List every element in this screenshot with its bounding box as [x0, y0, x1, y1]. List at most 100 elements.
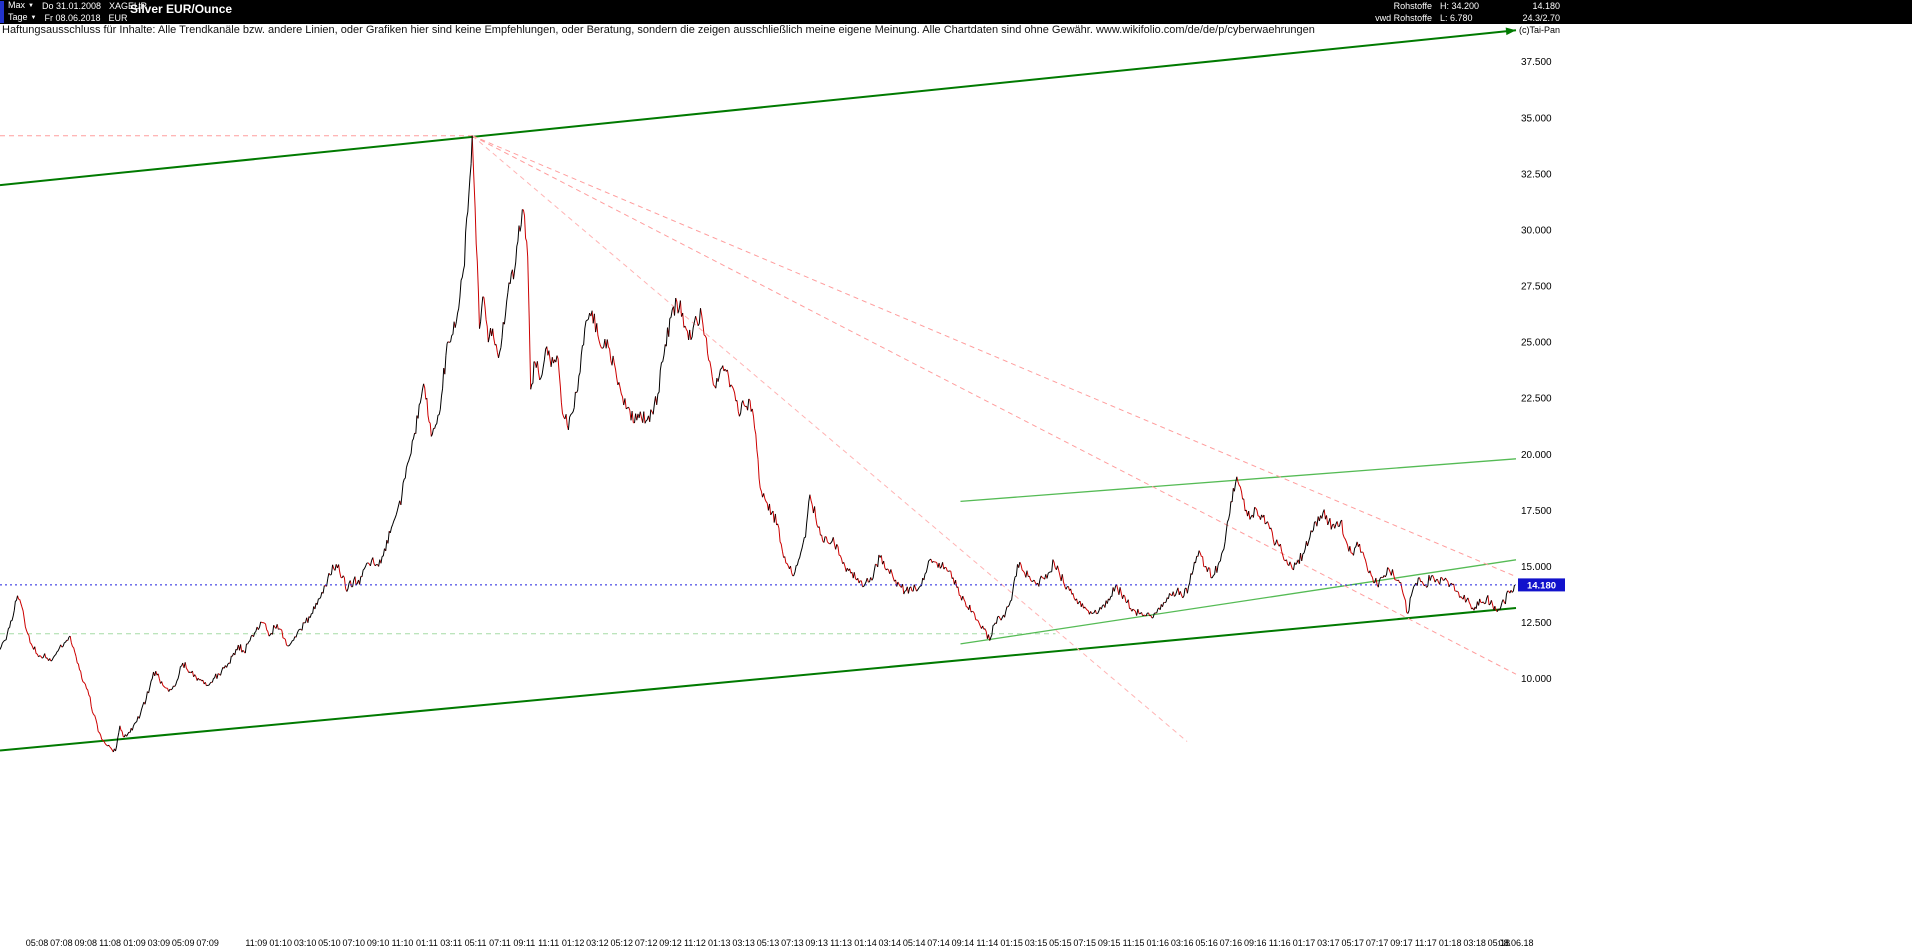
x-axis-label: 01:18: [1439, 938, 1462, 948]
x-axis-label: 05:15: [1049, 938, 1072, 948]
x-axis-label: 01:13: [708, 938, 731, 948]
y-axis-label: 15.000: [1521, 562, 1552, 573]
y-axis-label: 20.000: [1521, 450, 1552, 461]
price-line-up: [0, 135, 1515, 753]
interval-dropdown[interactable]: Tage ▼: [8, 12, 37, 22]
x-axis-label: 07:15: [1073, 938, 1096, 948]
x-axis-label: 07:10: [343, 938, 366, 948]
x-axis-label: 03:16: [1171, 938, 1194, 948]
x-axis-label: 11:13: [830, 938, 852, 948]
last-price-value: 14.180: [1532, 1, 1560, 11]
x-axis-label: 07:14: [927, 938, 950, 948]
y-axis-label: 17.500: [1521, 506, 1552, 517]
chart-settings-controls: Max ▼ Do 31.01.2008 XAGEUR Tage ▼ Fr 08.06…: [8, 0, 155, 24]
x-axis-label: 09:11: [513, 938, 535, 948]
y-axis-label: 27.500: [1521, 282, 1552, 293]
x-axis-label: 09:12: [659, 938, 682, 948]
y-axis-label: 12.500: [1521, 618, 1552, 629]
x-axis-label: 07:09: [196, 938, 219, 948]
fan-line-3: [471, 135, 1188, 742]
x-axis-label: 09:08: [75, 938, 98, 948]
y-axis-label: 30.000: [1521, 226, 1552, 237]
x-axis-label: 11:12: [684, 938, 706, 948]
disclaimer-text: Haftungsausschluss für Inhalte: Alle Tre…: [2, 24, 1315, 36]
x-axis-label: 11:09: [245, 938, 267, 948]
x-axis-label: 05:14: [903, 938, 926, 948]
x-axis-label: 01:17: [1293, 938, 1316, 948]
y-axis-label: 35.000: [1521, 113, 1552, 124]
end-date-field[interactable]: Fr 08.06.2018: [44, 13, 101, 23]
x-axis-label: 03:17: [1317, 938, 1340, 948]
x-axis-label: 03:11: [440, 938, 462, 948]
page-title: Silver EUR/Ounce: [130, 2, 233, 16]
x-axis-label: 01:10: [269, 938, 292, 948]
x-axis-label: 03:10: [294, 938, 317, 948]
y-axis-label: 10.000: [1521, 674, 1552, 685]
x-axis-label: 03:13: [732, 938, 755, 948]
x-axis-label: 03:12: [586, 938, 609, 948]
x-axis-label: 07:16: [1220, 938, 1243, 948]
x-axis-label: 11:11: [538, 938, 559, 948]
dropdown-arrow-icon: ▼: [30, 15, 37, 21]
fan-line-1: [472, 135, 1517, 578]
y-axis-label: 37.500: [1521, 57, 1552, 68]
x-axis-label: 03:18: [1463, 938, 1486, 948]
x-axis-label: 07:17: [1366, 938, 1389, 948]
x-axis-label: 09:17: [1390, 938, 1413, 948]
price-line-down: [17, 135, 1513, 753]
x-axis-label: 03:09: [148, 938, 171, 948]
x-axis-label: 09:14: [952, 938, 975, 948]
category-label: Rohstoffe: [1393, 1, 1432, 11]
x-axis-label: 05:12: [611, 938, 634, 948]
quote-stats: Rohstoffe H: 34.200 14.180 vwd Rohstoffe…: [1348, 0, 1560, 24]
x-axis-label: 11:16: [1269, 938, 1291, 948]
current-price-tag-label: 14.180: [1527, 580, 1556, 591]
x-axis-label: 01:12: [562, 938, 585, 948]
source-label: vwd Rohstoffe: [1375, 13, 1432, 23]
upper-channel-line: [0, 29, 1517, 187]
chart-canvas[interactable]: 14.180 37.500 35.000 32.500 30.000 27.500 25.0…: [0, 24, 1912, 952]
x-axis-label: 07:11: [489, 938, 511, 948]
x-axis-label: 01:16: [1147, 938, 1170, 948]
x-axis-label: 01:15: [1000, 938, 1023, 948]
top-toolbar: Max ▼ Do 31.01.2008 XAGEUR Tage ▼ Fr 08.06…: [0, 0, 1912, 24]
x-axis-label: 09:13: [805, 938, 828, 948]
x-axis-label: 05:17: [1342, 938, 1365, 948]
change-value: 24.3/2.70: [1522, 13, 1560, 23]
y-axis-label: 25.000: [1521, 338, 1552, 349]
x-axis-label: 09:16: [1244, 938, 1267, 948]
x-axis-label: 11:15: [1123, 938, 1145, 948]
low-value: L: 6.780: [1440, 13, 1473, 23]
symbol-label: XAGEUR: [109, 1, 148, 11]
current-price-tag: [1518, 578, 1565, 592]
dropdown-arrow-icon: ▼: [28, 3, 34, 9]
x-axis-label: 05:11: [465, 938, 487, 948]
x-axis-label: 01:09: [123, 938, 146, 948]
range-dropdown[interactable]: Max ▼: [8, 0, 34, 10]
x-axis-label: 07:12: [635, 938, 658, 948]
x-axis-end-label: 08.06.18: [1498, 938, 1533, 948]
start-date-field[interactable]: Do 31.01.2008: [41, 1, 102, 11]
recent-resistance-line: [960, 458, 1517, 503]
disclaimer-bar: Haftungsausschluss für Inhalte: Alle Tre…: [0, 24, 1912, 37]
fan-line-2: [471, 135, 1517, 675]
copyright-label: (c)Tai-Pan: [1518, 25, 1560, 35]
x-axis-label: 07:13: [781, 938, 804, 948]
x-axis-label: 03:14: [879, 938, 902, 948]
x-axis-label: 03:15: [1025, 938, 1048, 948]
x-axis-label: 05:10: [318, 938, 341, 948]
y-axis-label: 22.500: [1521, 394, 1552, 405]
x-axis-label: 01:11: [416, 938, 438, 948]
x-axis-label: 05:08: [26, 938, 49, 948]
x-axis-label: 01:14: [854, 938, 877, 948]
x-axis-label: 09:10: [367, 938, 390, 948]
y-axis-label: 32.500: [1521, 169, 1552, 180]
x-axis-label: 11:17: [1415, 938, 1437, 948]
high-value: H: 34.200: [1440, 1, 1480, 11]
x-axis-label: 11:14: [976, 938, 998, 948]
x-axis-label: 07:08: [50, 938, 73, 948]
x-axis-label: 05:09: [172, 938, 195, 948]
x-axis-label: 11:10: [392, 938, 414, 948]
x-axis-label: 05:16: [1195, 938, 1218, 948]
x-axis-label: 11:08: [99, 938, 121, 948]
